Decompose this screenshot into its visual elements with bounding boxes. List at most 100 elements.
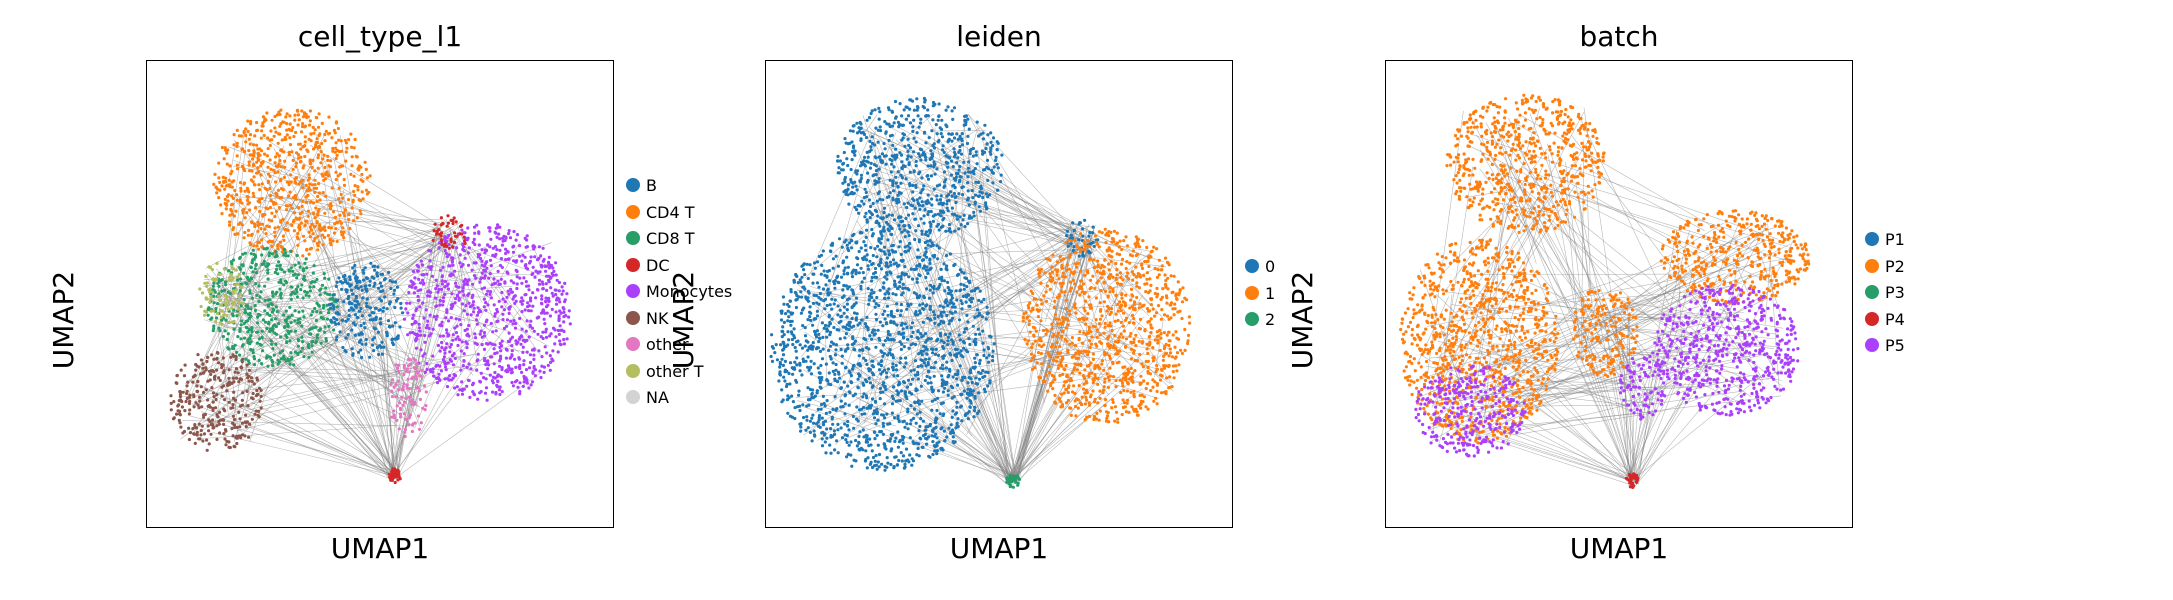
scatter-point	[241, 211, 245, 215]
scatter-point	[836, 280, 840, 284]
scatter-point	[428, 290, 433, 295]
scatter-point	[441, 358, 445, 362]
scatter-point	[228, 164, 232, 168]
scatter-point	[341, 318, 345, 322]
scatter-point	[265, 224, 269, 228]
scatter-point	[317, 133, 321, 138]
scatter-point	[812, 293, 816, 297]
scatter-point	[318, 327, 323, 331]
scatter-point	[224, 318, 228, 322]
scatter-point	[780, 388, 784, 392]
scatter-point	[291, 290, 295, 294]
scatter-point	[966, 222, 970, 226]
scatter-point	[203, 412, 207, 417]
scatter-point	[560, 292, 564, 296]
scatter-point	[860, 412, 864, 416]
scatter-point	[887, 108, 891, 112]
scatter-point	[420, 263, 425, 267]
scatter-point	[980, 191, 984, 195]
scatter-point	[825, 378, 829, 382]
scatter-point	[944, 298, 948, 302]
scatter-point	[841, 168, 845, 172]
scatter-point	[328, 207, 333, 211]
scatter-point	[423, 408, 427, 412]
scatter-point	[924, 232, 928, 236]
scatter-point	[404, 307, 408, 311]
scatter-point	[900, 167, 904, 171]
scatter-point	[929, 337, 933, 341]
scatter-point	[269, 339, 273, 343]
scatter-point	[220, 394, 224, 398]
scatter-point	[290, 285, 294, 289]
scatter-point	[893, 416, 897, 420]
scatter-point	[539, 301, 544, 305]
scatter-point	[914, 140, 918, 144]
scatter-point	[995, 162, 999, 166]
scatter-point	[854, 296, 859, 300]
scatter-point	[984, 370, 988, 374]
legend-entry: CD8 T	[626, 226, 732, 253]
scatter-point	[483, 391, 488, 395]
scatter-point	[900, 342, 904, 346]
scatter-point	[544, 330, 548, 334]
scatter-point	[498, 282, 502, 286]
scatter-point	[919, 117, 923, 121]
scatter-point	[968, 399, 972, 403]
scatter-point	[232, 214, 236, 218]
scatter-point	[484, 292, 489, 296]
scatter-point	[259, 290, 263, 294]
scatter-point	[902, 380, 906, 384]
scatter-point	[939, 402, 943, 406]
scatter-point	[195, 384, 199, 388]
scatter-point	[500, 367, 504, 372]
scatter-point	[381, 309, 385, 313]
scatter-point	[519, 334, 523, 338]
scatter-point	[342, 183, 347, 187]
scatter-point	[457, 297, 461, 301]
scatter-point	[241, 263, 245, 267]
scatter-point	[968, 152, 972, 156]
scatter-point	[845, 157, 849, 161]
scatter-point	[948, 332, 952, 336]
scatter-point	[434, 278, 438, 282]
scatter-point	[338, 219, 342, 223]
scatter-point	[925, 352, 929, 356]
scatter-point	[240, 366, 244, 370]
scatter-point	[938, 412, 942, 416]
scatter-point	[922, 184, 926, 188]
legend-marker-icon	[626, 337, 640, 351]
scatter-point	[310, 350, 314, 354]
scatter-point	[349, 172, 353, 176]
scatter-point	[465, 282, 470, 287]
scatter-point	[908, 146, 913, 150]
scatter-point	[484, 320, 488, 324]
scatter-point	[825, 335, 829, 339]
scatter-point	[786, 309, 790, 313]
scatter-point	[798, 363, 802, 367]
scatter-point	[770, 333, 774, 337]
scatter-point	[912, 416, 916, 420]
scatter-point	[471, 383, 475, 387]
scatter-point	[309, 332, 313, 336]
scatter-point	[363, 266, 367, 270]
scatter-point	[987, 353, 991, 357]
scatter-point	[233, 417, 237, 422]
scatter-point	[867, 198, 871, 202]
scatter-point	[503, 300, 507, 304]
scatter-point	[208, 290, 212, 294]
scatter-point	[532, 329, 536, 333]
scatter-point	[945, 253, 949, 258]
scatter-point	[460, 228, 464, 232]
scatter-point	[499, 257, 503, 261]
scatter-point	[504, 356, 508, 360]
scatter-point	[507, 331, 511, 335]
scatter-point	[466, 263, 471, 267]
scatter-point	[858, 179, 862, 183]
scatter-point	[273, 214, 277, 219]
scatter-point	[238, 425, 242, 429]
scatter-point	[395, 285, 399, 289]
scatter-point	[779, 343, 783, 347]
scatter-point	[283, 159, 287, 163]
scatter-point	[906, 378, 911, 382]
scatter-point	[876, 328, 880, 332]
